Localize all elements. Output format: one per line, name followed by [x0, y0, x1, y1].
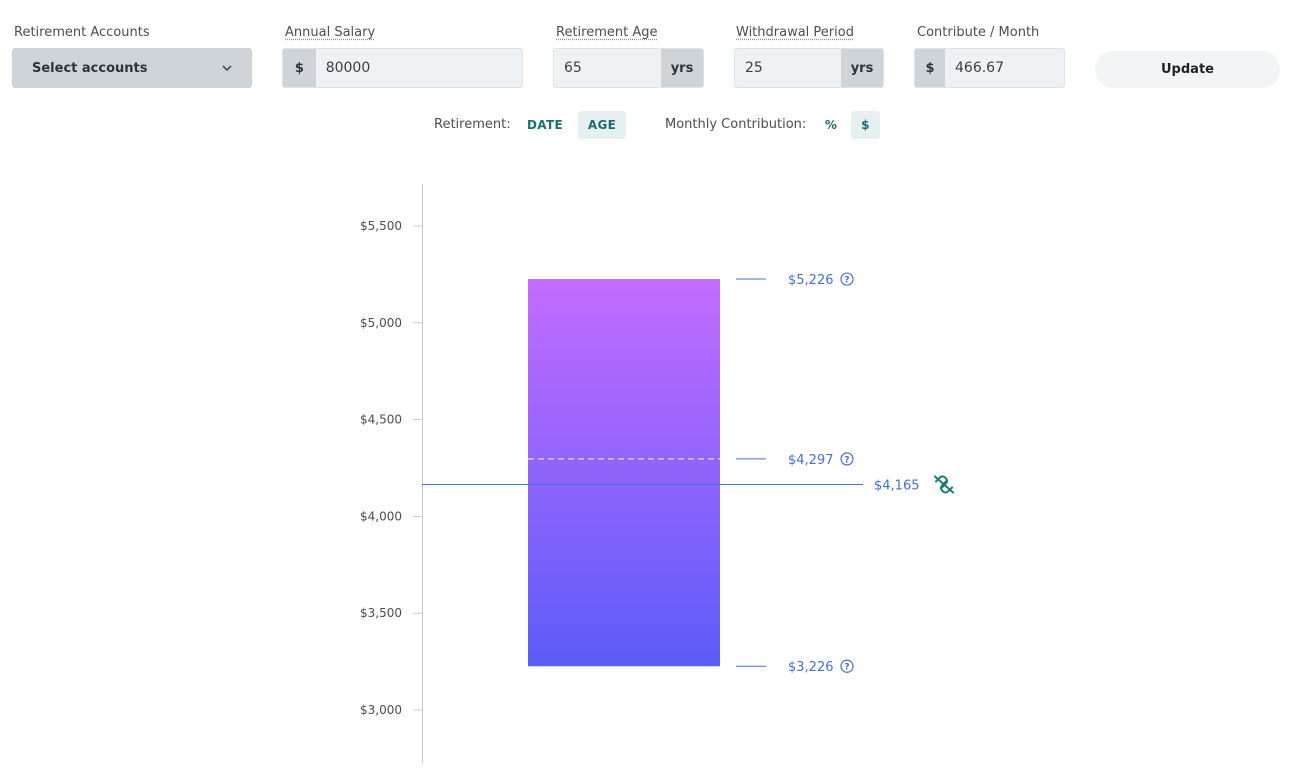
withdrawal-field: Withdrawal Period [736, 24, 854, 42]
accounts-select[interactable]: Select accounts [12, 48, 252, 88]
contribute-label: Contribute / Month [917, 25, 1040, 40]
withdrawal-input-group: yrs [734, 48, 884, 88]
y-tick-label: $5,000 [360, 316, 402, 330]
retirement-toggle-label: Retirement: [434, 117, 511, 132]
age-label: Retirement Age [556, 25, 658, 40]
contribution-dollar-toggle[interactable]: $ [851, 111, 880, 139]
age-field: Retirement Age [556, 24, 658, 42]
salary-input-group: $ [282, 48, 523, 88]
help-icon[interactable]: ? [840, 272, 854, 286]
yrs-suffix: yrs [841, 49, 883, 87]
contribute-field: Contribute / Month [917, 24, 1039, 42]
link-icon [934, 475, 954, 494]
svg-text:?: ? [844, 663, 849, 673]
help-icon[interactable]: ? [840, 452, 854, 466]
update-button[interactable]: Update [1095, 51, 1280, 88]
dollar-prefix: $ [915, 49, 945, 87]
contribute-input[interactable] [945, 49, 1064, 87]
contribution-toggle-label: Monthly Contribution: [665, 117, 807, 132]
y-tick-label: $3,000 [360, 703, 402, 717]
withdrawal-label: Withdrawal Period [736, 25, 854, 40]
svg-text:?: ? [844, 455, 849, 465]
contribution-percent-toggle[interactable]: % [824, 118, 838, 132]
low-value-label: $3,226 [788, 660, 834, 675]
contribute-input-group: $ [914, 48, 1065, 88]
chevron-down-icon [222, 65, 232, 72]
accounts-label: Retirement Accounts [14, 25, 150, 40]
target-label: $4,165 [874, 478, 920, 493]
age-input[interactable] [554, 49, 661, 87]
dollar-prefix: $ [283, 49, 316, 87]
toggle-row: Retirement: DATE AGE Monthly Contributio… [0, 111, 1292, 139]
y-tick-label: $4,500 [360, 413, 402, 427]
help-icon[interactable]: ? [840, 659, 854, 673]
income-range-bar [528, 279, 720, 667]
y-tick-label: $3,500 [360, 606, 402, 620]
accounts-field: Retirement Accounts [14, 24, 150, 42]
yrs-suffix: yrs [661, 49, 703, 87]
retirement-date-toggle[interactable]: DATE [527, 118, 563, 132]
salary-field: Annual Salary [285, 24, 375, 42]
retirement-age-toggle[interactable]: AGE [578, 111, 626, 139]
y-tick-label: $5,500 [360, 219, 402, 233]
age-input-group: yrs [553, 48, 704, 88]
salary-input[interactable] [315, 49, 522, 87]
median-value-label: $4,297 [788, 453, 834, 468]
y-tick-label: $4,000 [360, 509, 402, 523]
high-value-label: $5,226 [788, 273, 834, 288]
salary-label: Annual Salary [285, 25, 376, 40]
accounts-select-value: Select accounts [32, 60, 148, 76]
withdrawal-input[interactable] [735, 49, 841, 87]
svg-text:?: ? [844, 276, 849, 286]
